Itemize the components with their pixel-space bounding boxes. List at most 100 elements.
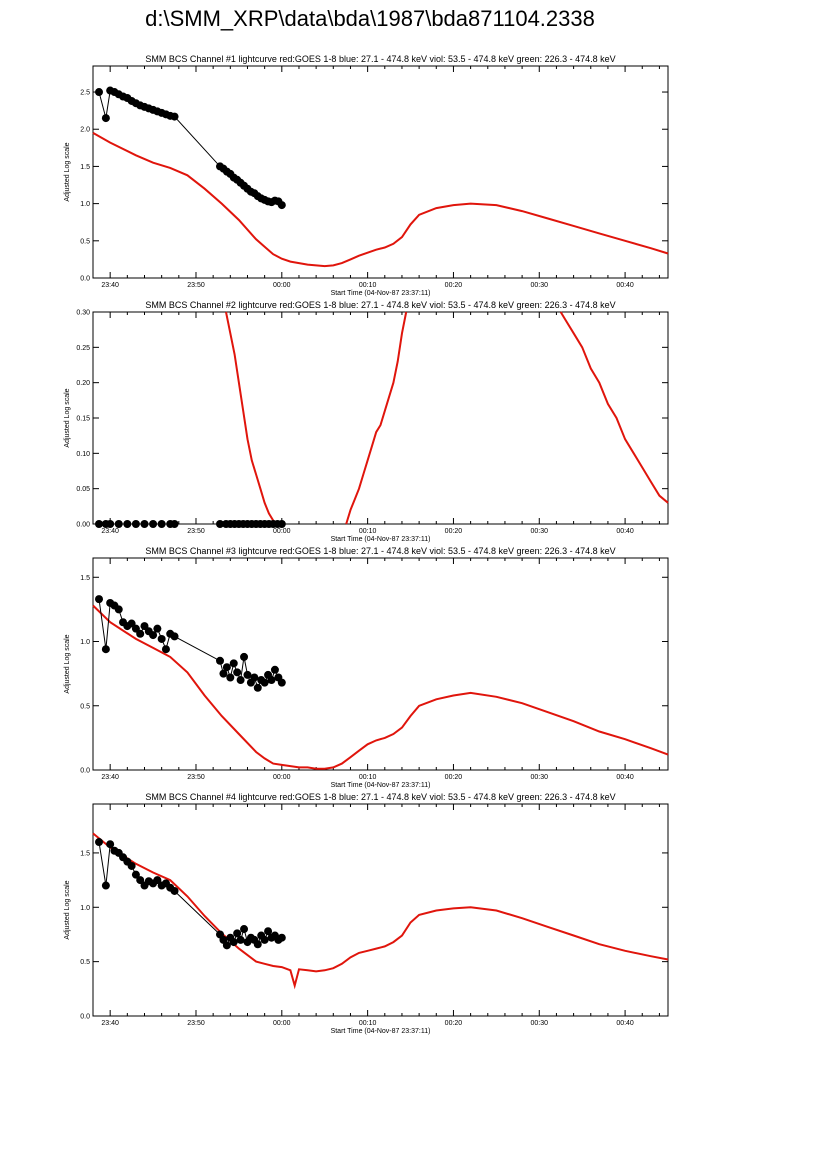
y-tick-label-1: 0.0 <box>80 276 90 283</box>
bcs-point-3 <box>277 678 286 687</box>
y-axis-label-4: Adjusted Log scale <box>64 880 71 939</box>
bcs-point-4 <box>106 840 115 849</box>
bcs-point-4 <box>101 881 110 890</box>
bcs-point-3 <box>222 663 231 672</box>
x-tick-label-3: 00:20 <box>445 774 463 781</box>
goes-line-3-1 <box>92 604 669 770</box>
x-tick-label-4: 00:00 <box>273 1020 291 1027</box>
bcs-point-2 <box>106 520 115 528</box>
bcs-point-4 <box>253 940 262 949</box>
bcs-point-4 <box>127 861 136 870</box>
y-axis-label-3: Adjusted Log scale <box>64 634 71 693</box>
x-tick-label-1: 00:40 <box>616 282 634 289</box>
x-tick-label-2: 00:00 <box>273 528 291 535</box>
bcs-point-2 <box>277 520 286 528</box>
goes-line-2-3 <box>559 311 669 504</box>
bcs-point-4 <box>236 935 245 944</box>
bcs-point-3 <box>170 632 179 641</box>
x-tick-label-2: 00:20 <box>445 528 463 535</box>
bcs-point-3 <box>229 659 238 668</box>
x-tick-label-3: 00:00 <box>273 774 291 781</box>
bcs-point-2 <box>123 520 132 528</box>
bcs-point-2 <box>149 520 158 528</box>
y-tick-label-1: 1.5 <box>80 164 90 171</box>
bcs-point-3 <box>236 676 245 685</box>
bcs-point-1 <box>170 112 179 121</box>
chart-title-3: SMM BCS Channel #3 lightcurve red:GOES 1… <box>145 546 615 556</box>
bcs-point-4 <box>233 929 242 938</box>
y-tick-label-3: 0.5 <box>80 703 90 710</box>
x-axis-label-4: Start Time (04-Nov-87 23:37:11) <box>331 1028 431 1035</box>
bcs-point-2 <box>114 520 123 528</box>
y-tick-label-4: 0.5 <box>80 959 90 966</box>
x-tick-label-2: 00:10 <box>359 528 377 535</box>
x-tick-label-1: 00:00 <box>273 282 291 289</box>
x-tick-label-1: 23:50 <box>187 282 205 289</box>
bcs-point-3 <box>226 673 235 682</box>
y-tick-label-2: 0.15 <box>76 416 90 423</box>
bcs-point-3 <box>136 629 145 638</box>
x-tick-label-4: 00:10 <box>359 1020 377 1027</box>
bcs-point-4 <box>229 938 238 947</box>
x-axis-label-2: Start Time (04-Nov-87 23:37:11) <box>331 536 431 543</box>
bcs-point-4 <box>170 886 179 895</box>
y-tick-label-4: 1.0 <box>80 905 90 912</box>
bcs-point-4 <box>153 876 162 885</box>
bcs-point-3 <box>250 673 259 682</box>
bcs-point-3 <box>233 668 242 677</box>
plot-frame-1 <box>92 65 669 279</box>
x-axis-label-1: Start Time (04-Nov-87 23:37:11) <box>331 290 431 297</box>
y-tick-label-4: 0.0 <box>80 1014 90 1021</box>
goes-line-1-1 <box>92 132 669 268</box>
bcs-point-4 <box>260 935 269 944</box>
bcs-point-4 <box>240 925 249 934</box>
x-tick-label-3: 23:50 <box>187 774 205 781</box>
y-tick-label-3: 1.0 <box>80 639 90 646</box>
chart-title-1: SMM BCS Channel #1 lightcurve red:GOES 1… <box>145 54 615 64</box>
y-tick-label-2: 0.30 <box>76 310 90 317</box>
bcs-point-1 <box>95 88 104 97</box>
bcs-point-3 <box>149 631 158 640</box>
y-tick-label-4: 1.5 <box>80 850 90 857</box>
y-tick-label-1: 1.0 <box>80 201 90 208</box>
x-tick-label-1: 23:40 <box>101 282 119 289</box>
y-tick-label-3: 0.0 <box>80 768 90 775</box>
bcs-point-3 <box>216 656 225 665</box>
bcs-point-3 <box>267 676 276 685</box>
x-tick-label-2: 00:40 <box>616 528 634 535</box>
bcs-point-3 <box>101 645 110 654</box>
plot-frame-2 <box>92 311 669 525</box>
bcs-point-4 <box>136 876 145 885</box>
plot-frame-4 <box>92 803 669 1017</box>
bcs-line-1 <box>98 89 283 206</box>
goes-line-4-1 <box>92 832 669 990</box>
goes-line-2-2 <box>345 311 408 525</box>
x-tick-label-1: 00:20 <box>445 282 463 289</box>
y-tick-label-2: 0.05 <box>76 486 90 493</box>
bcs-point-3 <box>270 665 279 674</box>
y-axis-label-1: Adjusted Log scale <box>64 142 71 201</box>
bcs-point-3 <box>240 652 249 661</box>
x-axis-label-3: Start Time (04-Nov-87 23:37:11) <box>331 782 431 789</box>
y-tick-label-2: 0.20 <box>76 380 90 387</box>
bcs-point-4 <box>95 838 104 847</box>
bcs-point-3 <box>114 605 123 614</box>
bcs-point-4 <box>222 941 231 950</box>
x-tick-label-2: 00:30 <box>531 528 549 535</box>
x-tick-label-4: 00:30 <box>531 1020 549 1027</box>
x-tick-label-4: 00:20 <box>445 1020 463 1027</box>
x-tick-label-4: 23:50 <box>187 1020 205 1027</box>
bcs-point-2 <box>170 520 179 528</box>
plot-frame-3 <box>92 557 669 771</box>
bcs-point-4 <box>264 927 273 936</box>
bcs-point-2 <box>216 520 225 528</box>
chart-title-2: SMM BCS Channel #2 lightcurve red:GOES 1… <box>145 300 615 310</box>
bcs-point-2 <box>140 520 149 528</box>
y-tick-label-1: 2.5 <box>80 90 90 97</box>
chart-title-4: SMM BCS Channel #4 lightcurve red:GOES 1… <box>145 792 615 802</box>
page-title: d:\SMM_XRP\data\bda\1987\bda871104.2338 <box>145 6 595 31</box>
x-tick-label-3: 00:40 <box>616 774 634 781</box>
goes-line-2-1 <box>225 311 279 525</box>
bcs-point-3 <box>260 678 269 687</box>
